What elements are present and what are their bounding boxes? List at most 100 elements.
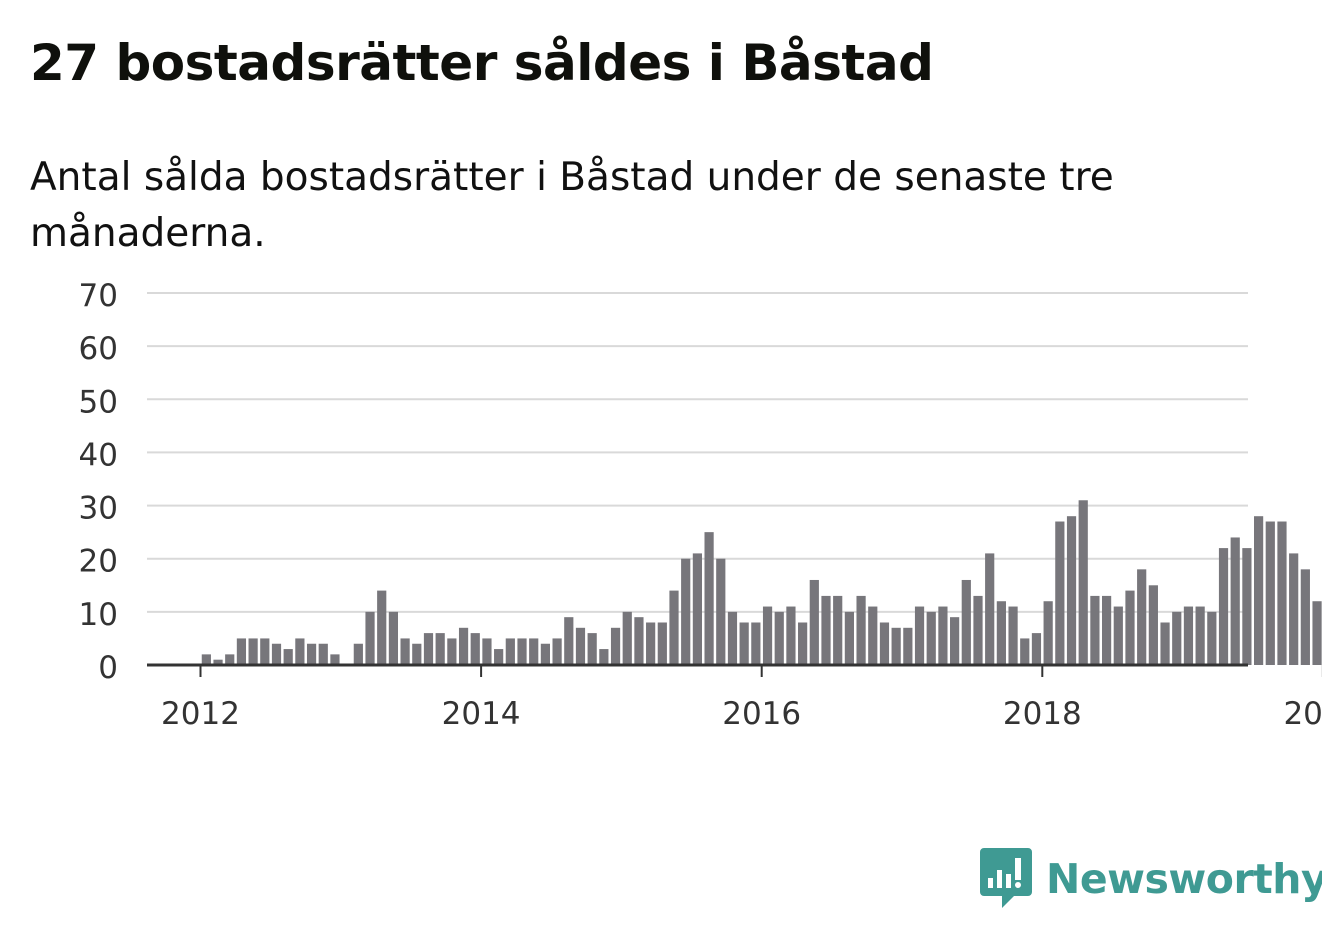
bar — [868, 606, 878, 665]
bar — [950, 617, 960, 665]
bar — [505, 638, 515, 665]
chart-subtitle: Antal sålda bostadsrätter i Båstad under… — [30, 155, 1114, 256]
bar — [1312, 601, 1322, 665]
bar — [1066, 516, 1077, 665]
gridlines — [147, 292, 1248, 613]
bar — [587, 633, 597, 665]
y-tick-label: 50 — [79, 384, 118, 420]
bar — [564, 617, 574, 665]
bar — [1078, 500, 1088, 665]
x-tick-label: 2012 — [161, 696, 240, 732]
bar — [271, 643, 282, 665]
newsworthy-logo: Newsworthy — [980, 848, 1322, 910]
bar — [260, 638, 270, 665]
bar — [1137, 569, 1147, 665]
bar — [926, 611, 936, 665]
bar — [1195, 606, 1205, 665]
y-tick-label: 0 — [98, 650, 118, 686]
bar — [1043, 601, 1053, 665]
newsworthy-logo-icon — [980, 848, 1032, 908]
bar — [423, 633, 434, 665]
bar — [435, 633, 445, 665]
bar — [938, 606, 948, 665]
bar — [1277, 521, 1287, 665]
bar — [704, 532, 714, 665]
bar — [529, 638, 539, 665]
bar — [751, 622, 761, 665]
x-tick-label: 2020 — [1283, 696, 1322, 732]
y-tick-label: 30 — [79, 491, 118, 527]
bar — [412, 643, 422, 665]
bar — [762, 606, 773, 665]
bar — [798, 622, 808, 665]
bar — [377, 590, 387, 665]
bar — [400, 638, 410, 665]
bar — [353, 643, 363, 665]
bar — [458, 627, 469, 665]
bar — [225, 654, 235, 665]
bar — [599, 649, 609, 665]
bar — [470, 633, 480, 665]
bar — [1172, 611, 1182, 665]
bar — [482, 638, 492, 665]
bar — [669, 590, 679, 665]
bar — [891, 627, 901, 665]
bar — [540, 643, 550, 665]
bar — [879, 622, 890, 665]
bar — [494, 649, 504, 665]
bar — [1160, 622, 1170, 665]
bar — [1102, 595, 1112, 665]
bar — [236, 638, 247, 665]
bar — [727, 611, 738, 665]
bar — [1113, 606, 1123, 665]
bar — [1008, 606, 1018, 665]
bar — [903, 627, 913, 665]
bar — [985, 553, 995, 665]
bar — [961, 579, 971, 665]
bar — [821, 595, 831, 665]
bar — [306, 643, 317, 665]
x-tick-label: 2016 — [722, 696, 801, 732]
bars — [201, 500, 1322, 665]
axes — [147, 663, 1322, 677]
bar — [1148, 585, 1158, 665]
bar — [283, 649, 293, 665]
bar — [692, 553, 702, 665]
bar — [856, 595, 866, 665]
chart-title: 27 bostadsrätter såldes i Båstad — [30, 34, 934, 92]
x-tick-label: 2018 — [1003, 696, 1082, 732]
bar — [552, 638, 562, 665]
bar — [774, 611, 784, 665]
labels: 0102030405060702720122014201620182020202… — [79, 278, 1322, 732]
bar — [622, 611, 632, 665]
bar — [1289, 553, 1299, 665]
bar — [1020, 638, 1030, 665]
bar — [716, 558, 726, 665]
bar — [739, 622, 749, 665]
bar — [295, 638, 305, 665]
bar — [1055, 521, 1065, 665]
bar — [1265, 521, 1275, 665]
bar — [844, 611, 854, 665]
bar — [996, 601, 1006, 665]
bar — [833, 595, 843, 665]
bar — [1242, 548, 1252, 665]
bar — [248, 638, 258, 665]
bar — [201, 654, 211, 665]
y-tick-label: 40 — [79, 437, 118, 473]
bar — [610, 627, 621, 665]
bar-chart: 0102030405060702720122014201620182020202… — [79, 278, 1322, 732]
bar — [388, 611, 399, 665]
bar — [973, 595, 983, 665]
bar — [517, 638, 527, 665]
bar — [213, 659, 223, 665]
bar — [575, 627, 586, 665]
y-tick-label: 60 — [79, 331, 118, 367]
bar — [1254, 516, 1264, 665]
bar — [646, 622, 656, 665]
bar — [447, 638, 457, 665]
bar — [330, 654, 340, 665]
bar — [786, 606, 796, 665]
brand-name: Newsworthy — [1046, 855, 1322, 903]
bar — [1125, 590, 1135, 665]
